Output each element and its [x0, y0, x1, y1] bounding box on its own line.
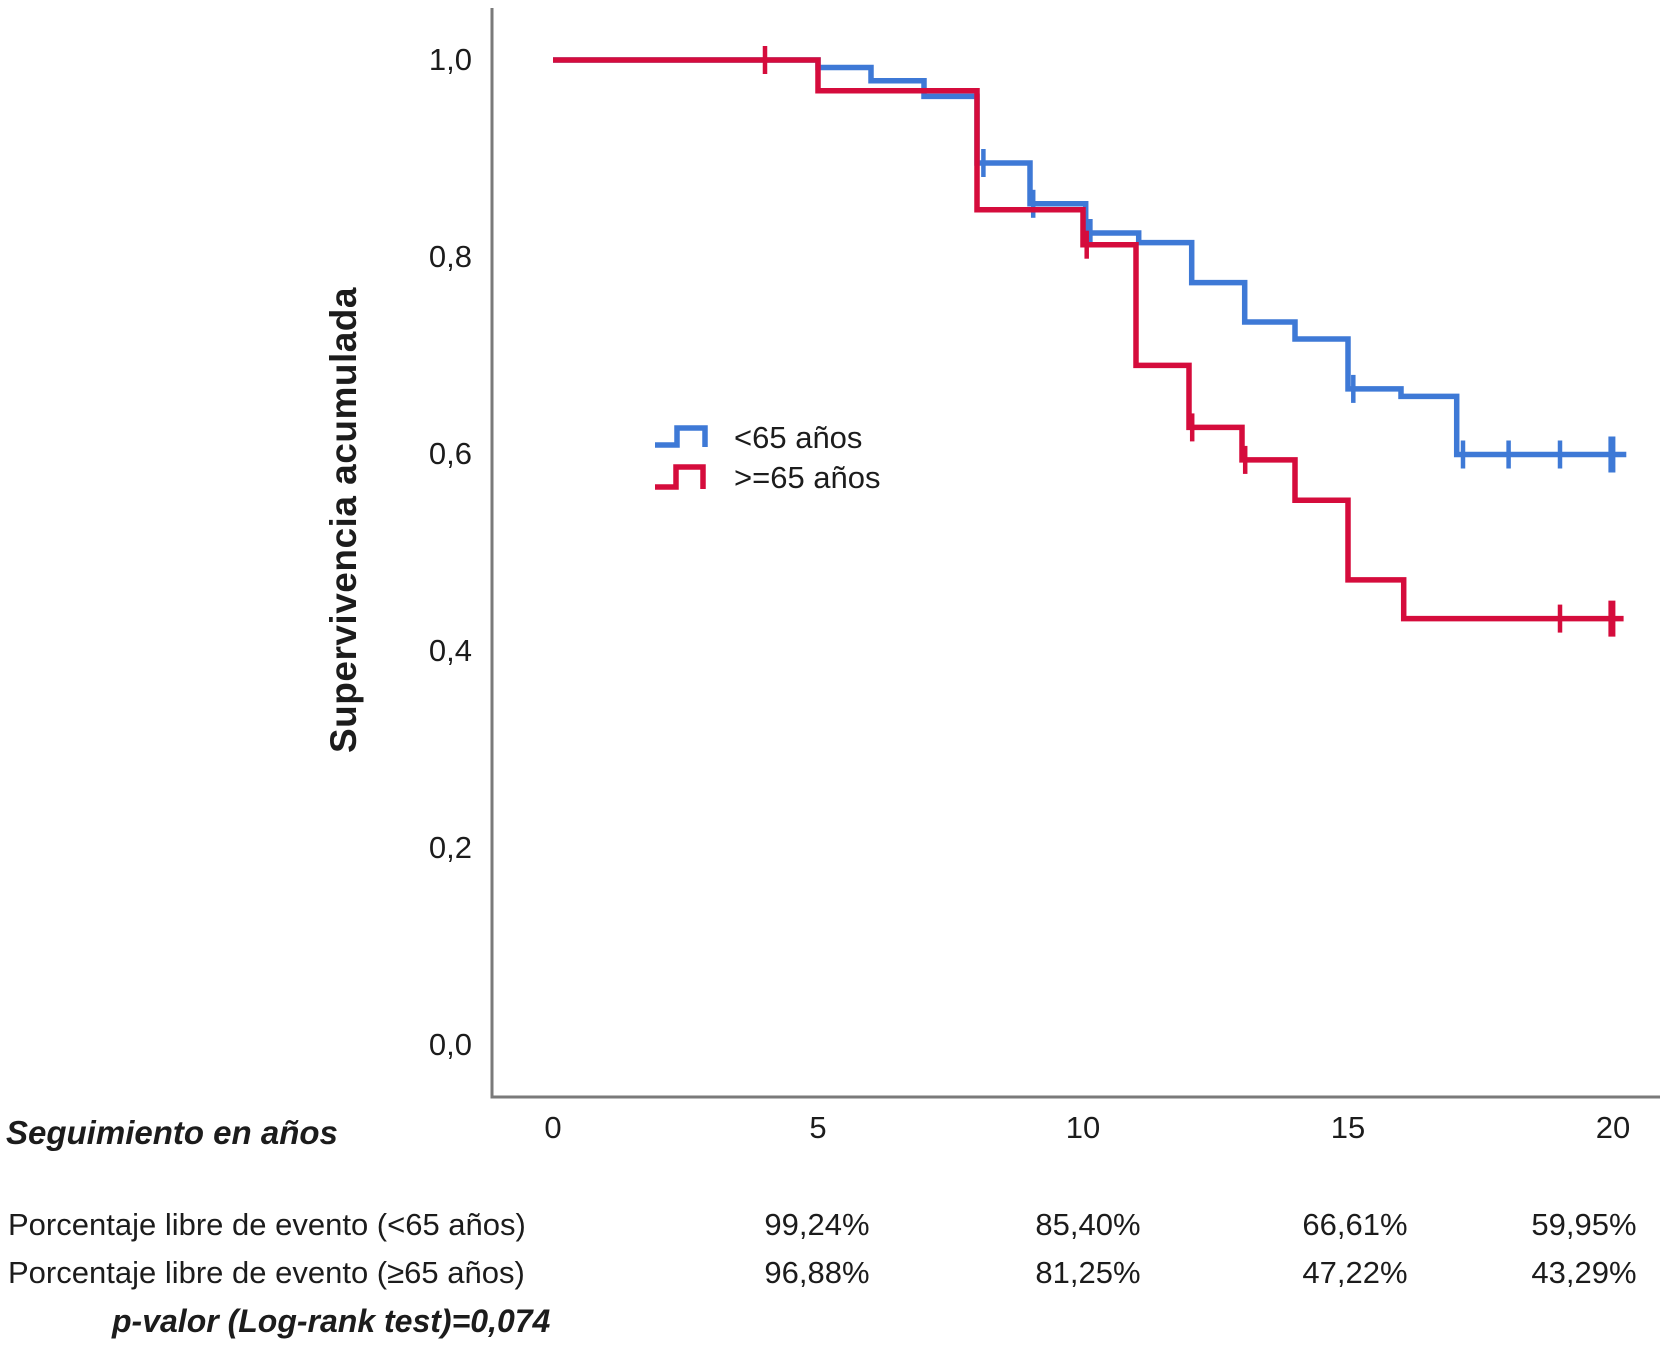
- table-row-label-lt65: Porcentaje libre de evento (<65 años): [8, 1207, 526, 1242]
- y-tick-label-1.0: 1,0: [428, 42, 472, 77]
- table-value-lt65-y20: 59,95%: [1531, 1207, 1637, 1242]
- curves-layer: [553, 46, 1627, 637]
- legend-item-ge65: >=65 años: [652, 458, 881, 498]
- table-row-label-ge65: Porcentaje libre de evento (≥65 años): [8, 1255, 525, 1290]
- y-tick-label-0.4: 0,4: [428, 633, 472, 668]
- y-tick-label-0.2: 0,2: [428, 830, 472, 865]
- table-value-lt65-y5: 99,24%: [764, 1207, 870, 1242]
- table-value-ge65-y15: 47,22%: [1302, 1255, 1408, 1290]
- p-value-annotation: p-valor (Log-rank test)=0,074: [112, 1303, 551, 1339]
- x-tick-label-10: 10: [1065, 1110, 1101, 1145]
- legend: <65 años >=65 años: [652, 418, 881, 498]
- survival-curve-lt65: [553, 57, 1627, 458]
- x-tick-label-15: 15: [1330, 1110, 1366, 1145]
- legend-label-ge65: >=65 años: [734, 460, 881, 495]
- x-tick-label-5: 5: [809, 1110, 827, 1145]
- y-tick-label-0.6: 0,6: [428, 436, 472, 471]
- x-tick-label-0: 0: [544, 1110, 562, 1145]
- x-tick-label-20: 20: [1595, 1110, 1631, 1145]
- y-axis-title: Supervivencia acumulada: [323, 287, 364, 753]
- table-value-lt65-y15: 66,61%: [1302, 1207, 1408, 1242]
- legend-label-lt65: <65 años: [734, 420, 863, 455]
- legend-line-sample-ge65: [655, 464, 706, 490]
- table-value-ge65-y20: 43,29%: [1531, 1255, 1637, 1290]
- table-value-lt65-y10: 85,40%: [1035, 1207, 1141, 1242]
- legend-item-lt65: <65 años: [652, 418, 881, 458]
- table-value-ge65-y10: 81,25%: [1035, 1255, 1141, 1290]
- survival-curve-ge65: [553, 57, 1624, 622]
- y-tick-label-0.8: 0,8: [428, 239, 472, 274]
- x-axis-title: Seguimiento en años: [6, 1114, 338, 1151]
- table-value-ge65-y5: 96,88%: [764, 1255, 870, 1290]
- legend-line-sample-lt65: [655, 425, 708, 448]
- y-tick-label-0.0: 0,0: [428, 1027, 472, 1062]
